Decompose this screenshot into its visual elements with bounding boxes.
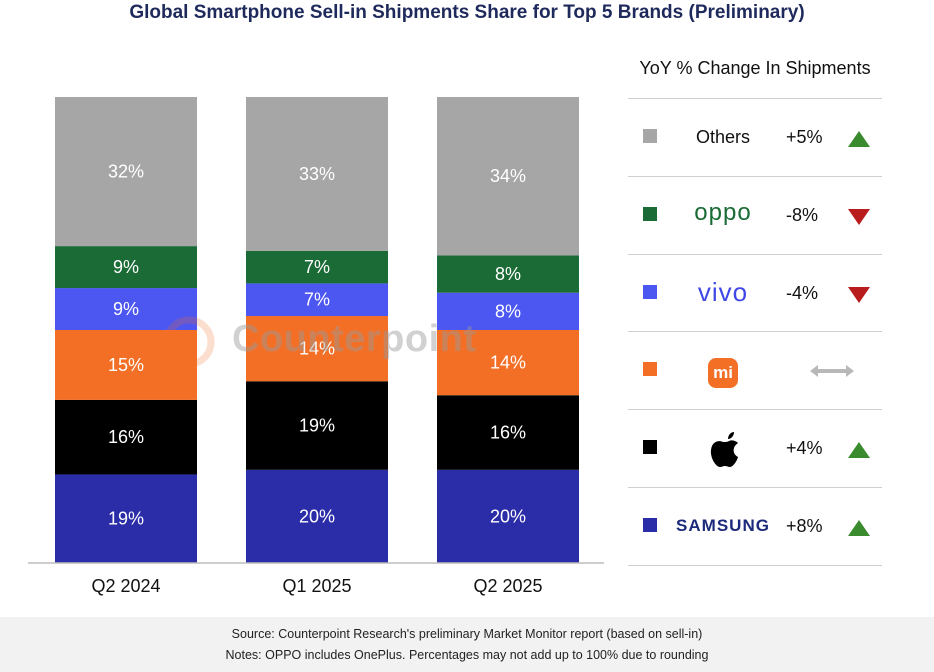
xiaomi-logo: mi — [683, 352, 763, 390]
data-label: 9% — [113, 299, 139, 319]
footer: Source: Counterpoint Research's prelimin… — [0, 617, 934, 672]
arrow-shape — [848, 287, 870, 303]
legend-swatch-others — [643, 129, 657, 143]
arrow-shape — [848, 131, 870, 147]
bar-segment-oppo-q2-2025 — [437, 255, 579, 293]
bars-group: 19% 16% 15% 9% 9% 32% 20% 19% 14% 7% 7% 33% 20% 16% 14… — [55, 97, 579, 563]
legend-row-samsung: SAMSUNG +8% — [628, 487, 882, 566]
vivo-logo: vivo — [697, 277, 749, 307]
footer-notes: Notes: OPPO includes OnePlus. Percentage… — [225, 648, 709, 662]
legend-row-oppo: oppo -8% — [628, 176, 882, 254]
bar-segment-others-q2-2025 — [437, 97, 579, 256]
x-tick-label: Q1 2025 — [282, 576, 351, 596]
left-right-arrow-icon — [810, 365, 854, 377]
legend-swatch-samsung — [643, 518, 657, 532]
data-label: 20% — [299, 506, 335, 526]
oppo-logo: oppo — [694, 199, 752, 226]
arrow-shape — [848, 520, 870, 536]
bar-segment-apple-q2-2024 — [55, 399, 197, 475]
legend-row-vivo: vivo -4% — [628, 254, 882, 332]
legend-row-xiaomi: mi — [628, 331, 882, 409]
xiaomi-logo-tile: mi — [708, 358, 738, 388]
data-label: 19% — [108, 509, 144, 529]
arrow-shape — [848, 209, 870, 225]
x-tick-label: Q2 2025 — [473, 576, 542, 596]
legend-swatch-oppo — [643, 207, 657, 221]
data-label: 14% — [490, 353, 526, 373]
legend-brand-others: Others — [695, 127, 751, 147]
bar-segment-apple-q1-2025 — [246, 381, 388, 470]
bar-segment-vivo-q1-2025 — [246, 283, 388, 317]
bar-segment-others-q1-2025 — [246, 97, 388, 251]
arrow-shape — [848, 442, 870, 458]
category-labels: Q2 2024 Q1 2025 Q2 2025 — [91, 576, 542, 596]
data-label: 8% — [495, 301, 521, 321]
bar-segment-samsung-q2-2024 — [55, 474, 197, 563]
data-label: 9% — [113, 257, 139, 277]
watermark-text: Counterpoint — [232, 318, 477, 360]
down-arrow-icon — [848, 287, 870, 303]
bar-segment-vivo-q2-2025 — [437, 292, 579, 330]
down-arrow-icon — [848, 209, 870, 225]
bar-segment-xiaomi-q2-2024 — [55, 330, 197, 400]
legend-change-apple: +4% — [786, 438, 823, 458]
bar-segment-apple-q2-2025 — [437, 395, 579, 470]
x-tick-label: Q2 2024 — [91, 576, 160, 596]
legend-change-others: +5% — [786, 127, 823, 147]
apple-logo-icon — [710, 432, 738, 467]
data-label: 19% — [299, 416, 335, 436]
up-arrow-icon — [848, 131, 870, 147]
legend-swatch-xiaomi — [643, 362, 657, 376]
up-arrow-icon — [848, 442, 870, 458]
legend-change-samsung: +8% — [786, 516, 823, 536]
arrow-shape — [810, 365, 854, 377]
data-label: 32% — [108, 162, 144, 182]
footer-source: Source: Counterpoint Research's prelimin… — [231, 627, 703, 641]
data-label: 16% — [490, 423, 526, 443]
bar-segment-samsung-q1-2025 — [246, 469, 388, 563]
legend-swatch-apple — [643, 440, 657, 454]
samsung-logo: SAMSUNG — [676, 516, 770, 535]
legend-row-apple: +4% — [628, 409, 882, 487]
data-label: 20% — [490, 506, 526, 526]
legend-swatch-vivo — [643, 285, 657, 299]
data-label: 15% — [108, 355, 144, 375]
bar-segment-vivo-q2-2024 — [55, 288, 197, 330]
bar-segment-others-q2-2024 — [55, 97, 197, 247]
bar-segment-oppo-q1-2025 — [246, 250, 388, 284]
legend-change-oppo: -8% — [786, 205, 819, 225]
up-arrow-icon — [848, 520, 870, 536]
data-label: 7% — [304, 290, 330, 310]
data-label: 16% — [108, 427, 144, 447]
legend-row-others: Others +5% — [628, 98, 882, 176]
data-label: 7% — [304, 257, 330, 277]
data-label: 33% — [299, 164, 335, 184]
legend-title: YoY % Change In Shipments — [639, 58, 871, 78]
bar-segment-samsung-q2-2025 — [437, 469, 579, 563]
bar-segment-xiaomi-q2-2025 — [437, 330, 579, 396]
data-label: 34% — [490, 166, 526, 186]
bar-segment-xiaomi-q1-2025 — [246, 316, 388, 382]
legend-change-vivo: -4% — [786, 283, 819, 303]
data-label: 8% — [495, 264, 521, 284]
bar-segment-oppo-q2-2024 — [55, 246, 197, 289]
chart-title: Global Smartphone Sell-in Shipments Shar… — [129, 2, 805, 23]
data-label: 14% — [299, 339, 335, 359]
